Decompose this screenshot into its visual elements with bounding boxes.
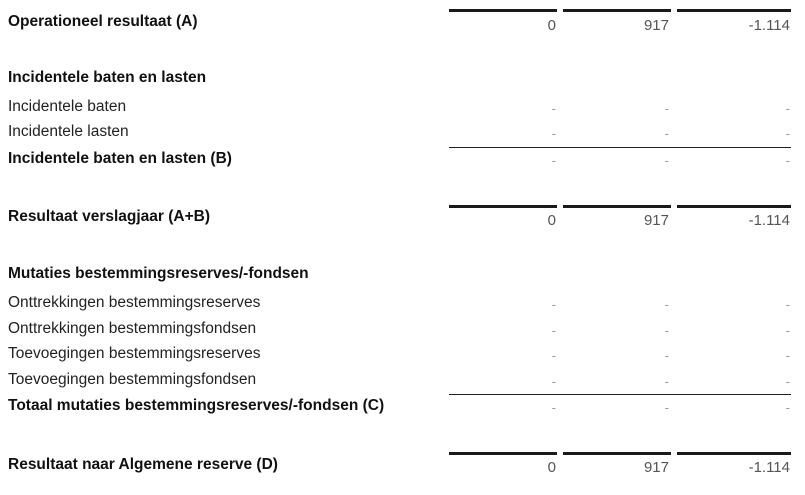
subtotal-rule	[449, 394, 791, 395]
value-resultaat-verslagjaar-col2: 917	[643, 212, 669, 229]
value-mutaties-totaal-col2: -	[664, 400, 669, 415]
row-label-onttrekkingen-reserves: Onttrekkingen bestemmingsreserves	[8, 294, 261, 311]
row-label-incidentele-totaal: Incidentele baten en lasten (B)	[8, 150, 232, 167]
value-onttrekkingen-fondsen-col2: -	[664, 323, 669, 338]
row-label-incidentele-lasten: Incidentele lasten	[8, 123, 129, 140]
value-incidentele-baten-col2: -	[664, 101, 669, 116]
total-rule	[563, 205, 671, 208]
row-label-resultaat-verslagjaar: Resultaat verslagjaar (A+B)	[8, 208, 211, 225]
value-resultaat-verslagjaar-col1: 0	[547, 212, 556, 229]
row-label-toevoegingen-reserves: Toevoegingen bestemmingsreserves	[8, 345, 261, 362]
total-rule	[449, 205, 557, 208]
value-resultaat-verslagjaar-col3: -1.114	[748, 212, 790, 229]
value-resultaat-algemene-reserve-col2: 917	[643, 459, 669, 476]
total-rule	[449, 9, 557, 12]
value-onttrekkingen-reserves-col3: -	[785, 297, 790, 312]
value-onttrekkingen-fondsen-col1: -	[551, 323, 556, 338]
total-rule	[563, 452, 671, 455]
row-label-mutaties-totaal: Totaal mutaties bestemmingsreserves/-fon…	[8, 397, 385, 414]
value-incidentele-totaal-col1: -	[551, 153, 556, 168]
value-mutaties-totaal-col3: -	[785, 400, 790, 415]
total-rule	[563, 9, 671, 12]
value-toevoegingen-fondsen-col1: -	[551, 374, 556, 389]
value-incidentele-totaal-col2: -	[664, 153, 669, 168]
total-rule	[449, 452, 557, 455]
row-label-resultaat-algemene-reserve: Resultaat naar Algemene reserve (D)	[8, 456, 278, 473]
value-toevoegingen-reserves-col3: -	[785, 348, 790, 363]
value-onttrekkingen-fondsen-col3: -	[785, 323, 790, 338]
total-rule	[677, 9, 791, 12]
subtotal-rule	[449, 147, 791, 148]
value-toevoegingen-fondsen-col2: -	[664, 374, 669, 389]
value-toevoegingen-reserves-col1: -	[551, 348, 556, 363]
row-label-toevoegingen-fondsen: Toevoegingen bestemmingsfondsen	[8, 371, 257, 388]
total-rule	[677, 205, 791, 208]
value-incidentele-lasten-col3: -	[785, 126, 790, 141]
value-incidentele-baten-col3: -	[785, 101, 790, 116]
value-onttrekkingen-reserves-col2: -	[664, 297, 669, 312]
value-incidentele-totaal-col3: -	[785, 153, 790, 168]
value-incidentele-lasten-col2: -	[664, 126, 669, 141]
value-incidentele-baten-col1: -	[551, 101, 556, 116]
row-label-onttrekkingen-fondsen: Onttrekkingen bestemmingsfondsen	[8, 320, 257, 337]
section-heading-mutaties: Mutaties bestemmingsreserves/-fondsen	[8, 265, 309, 282]
value-resultaat-algemene-reserve-col1: 0	[547, 459, 556, 476]
row-label-incidentele-baten: Incidentele baten	[8, 98, 127, 115]
value-operationeel-col3: -1.114	[748, 17, 790, 34]
value-operationeel-col1: 0	[547, 17, 556, 34]
total-rule	[677, 452, 791, 455]
value-toevoegingen-reserves-col2: -	[664, 348, 669, 363]
value-resultaat-algemene-reserve-col3: -1.114	[748, 459, 790, 476]
value-toevoegingen-fondsen-col3: -	[785, 374, 790, 389]
value-mutaties-totaal-col1: -	[551, 400, 556, 415]
section-heading-incidentele: Incidentele baten en lasten	[8, 69, 207, 86]
value-incidentele-lasten-col1: -	[551, 126, 556, 141]
row-label-operationeel-resultaat: Operationeel resultaat (A)	[8, 13, 198, 30]
value-onttrekkingen-reserves-col1: -	[551, 297, 556, 312]
value-operationeel-col2: 917	[643, 17, 669, 34]
